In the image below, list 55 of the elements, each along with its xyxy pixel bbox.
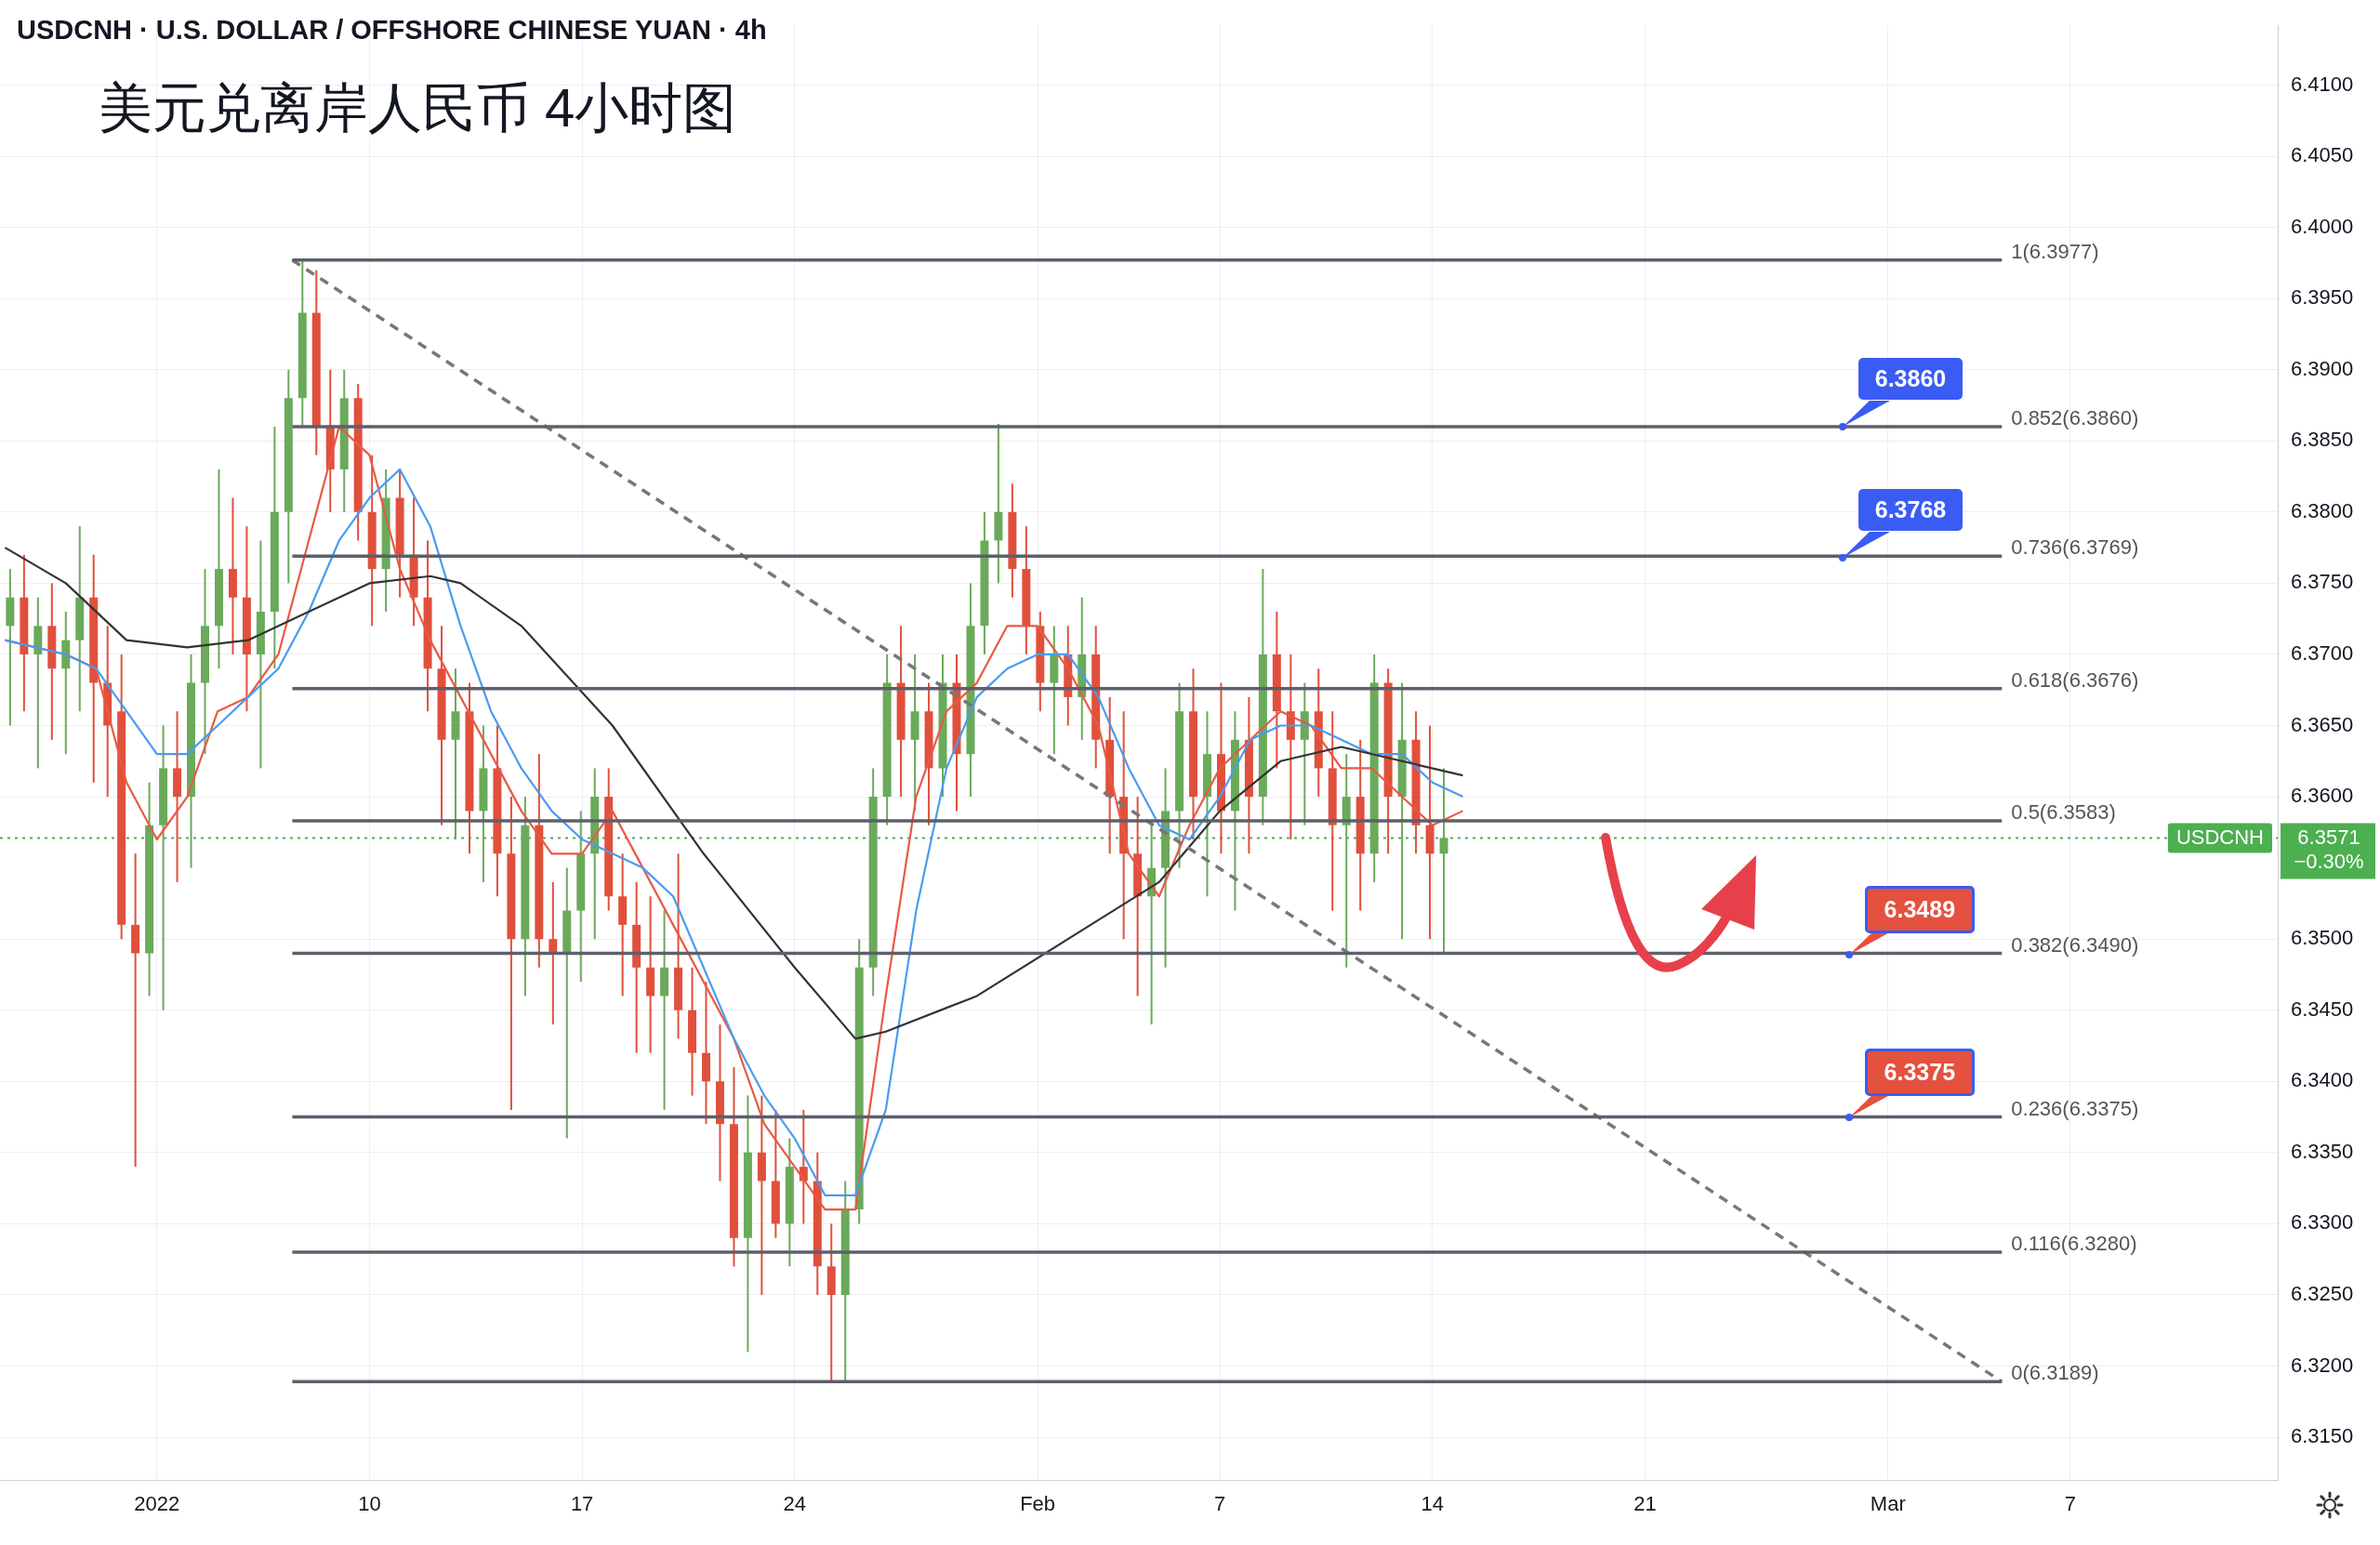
x-tick-label: 21 (1633, 1492, 1657, 1516)
x-tick-label: 2022 (134, 1492, 180, 1516)
annotation: 0.5(6.3583) (2011, 800, 2116, 825)
y-tick-label: 6.3800 (2291, 498, 2354, 522)
y-tick-label: 6.3400 (2291, 1068, 2354, 1092)
text: −0.30% (2294, 849, 2364, 873)
x-tick-label: 17 (570, 1492, 594, 1516)
x-tick-label: 7 (1213, 1492, 1226, 1516)
callout: 6.3860 (1837, 357, 1964, 431)
y-tick-label: 6.3900 (2291, 356, 2354, 380)
annotation: 6.3860 (1858, 357, 1964, 400)
callout: 6.3375 (1844, 1048, 1976, 1122)
annotation: 6.3489 (1864, 886, 1976, 934)
y-tick-label: 6.3700 (2291, 641, 2354, 666)
callout: 6.3768 (1837, 488, 1964, 562)
y-tick-label: 6.3150 (2291, 1424, 2354, 1448)
y-tick-label: 6.3350 (2291, 1139, 2354, 1163)
y-tick-label: 6.3300 (2291, 1210, 2354, 1235)
y-tick-label: 6.3850 (2291, 428, 2354, 452)
annotation: 0.382(6.3490) (2011, 932, 2139, 957)
y-tick-label: 6.4000 (2291, 214, 2354, 238)
annotation: 6.3768 (1858, 488, 1964, 531)
x-tick-label: 14 (1421, 1492, 1445, 1516)
x-tick-label: 24 (783, 1492, 807, 1516)
annotation: 0.236(6.3375) (2011, 1096, 2139, 1120)
candlestick (1439, 767, 1448, 955)
annotation: 0.852(6.3860) (2011, 406, 2139, 430)
chart-subtitle: USDCNH · U.S. DOLLAR / OFFSHORE CHINESE YUAN · 4h (17, 15, 767, 45)
candlestick (549, 880, 558, 1026)
annotation: 6.3375 (1864, 1048, 1976, 1096)
x-tick-label: 10 (358, 1492, 381, 1516)
callout: 6.3489 (1844, 886, 1976, 959)
text: 美元兑离岸人民币 4小时图 (99, 77, 737, 138)
annotation: 0(6.3189) (2011, 1361, 2099, 1385)
annotation: 0.116(6.3280) (2011, 1232, 2137, 1256)
y-tick-label: 6.4050 (2291, 143, 2354, 167)
ref-line-label: USDCNH (2175, 825, 2265, 849)
y-tick-label: 6.3450 (2291, 997, 2354, 1021)
annotation: 0.736(6.3769) (2011, 535, 2139, 560)
y-tick-label: 6.3500 (2291, 926, 2354, 950)
candlestick (1425, 724, 1435, 941)
x-tick-label: Feb (1020, 1492, 1056, 1516)
text: 6.3571 (2297, 825, 2360, 849)
x-tick-label: Mar (1870, 1492, 1906, 1516)
y-tick-label: 6.3750 (2291, 570, 2354, 594)
y-tick-label: 6.3950 (2291, 285, 2354, 310)
annotation: 1(6.3977) (2011, 239, 2099, 263)
y-tick-label: 6.3650 (2291, 712, 2354, 736)
y-tick-label: 6.3250 (2291, 1282, 2354, 1306)
annotation: 0.618(6.3676) (2011, 667, 2139, 692)
x-tick-label: 7 (2064, 1492, 2076, 1516)
y-tick-label: 6.3600 (2291, 784, 2354, 808)
candlestick (131, 852, 140, 1169)
y-tick-label: 6.3200 (2291, 1353, 2354, 1377)
y-tick-label: 6.4100 (2291, 72, 2354, 96)
